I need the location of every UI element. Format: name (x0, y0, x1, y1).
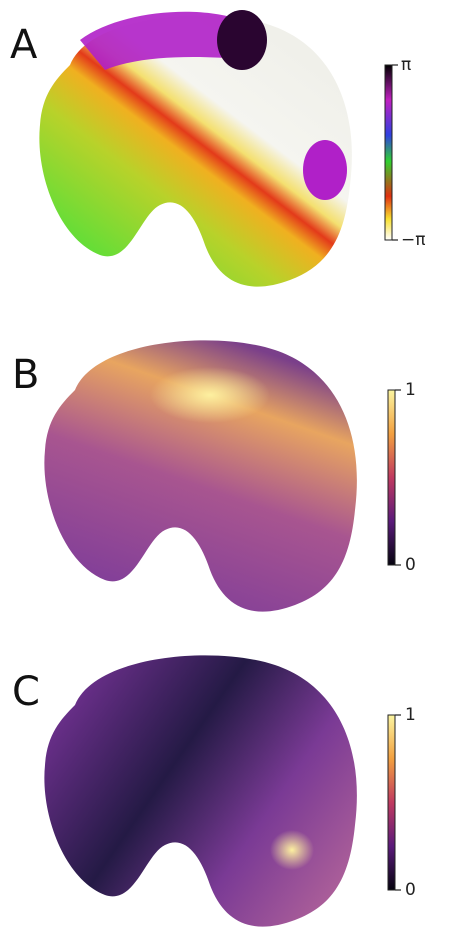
colorbar (388, 390, 395, 565)
panel-label: C (12, 669, 40, 715)
colorbar-frame (384, 64, 393, 241)
tick-label: 0 (405, 880, 416, 900)
panel-a: A π −π (10, 10, 425, 287)
shape-highlight (270, 830, 314, 870)
tick-label: −π (401, 230, 425, 250)
colorbar (388, 715, 395, 890)
shape-highlight (150, 367, 270, 423)
colorbar-frame (387, 714, 396, 891)
panel-label: A (10, 22, 38, 68)
colorbar-frame (387, 389, 396, 566)
shape (44, 655, 357, 927)
panel-label: B (12, 352, 39, 398)
tick-label: π (401, 55, 411, 75)
shape-region (303, 140, 347, 200)
shape-region (217, 10, 267, 70)
shape-region (80, 11, 250, 70)
panel-b: B 1 0 (12, 340, 416, 612)
tick-label: 1 (405, 380, 416, 400)
tick-label: 1 (405, 705, 416, 725)
panel-c: C 1 0 (12, 655, 416, 927)
colorbar (385, 65, 392, 240)
tick-label: 0 (405, 555, 416, 575)
